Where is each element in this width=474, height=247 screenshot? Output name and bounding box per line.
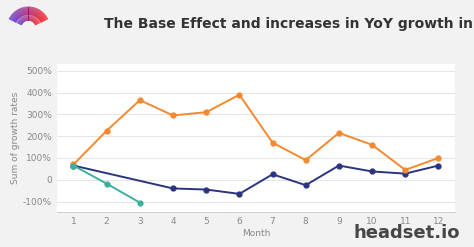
2019 [303,184,309,187]
2019 [270,173,275,176]
2020 [369,143,375,146]
2020 [237,93,242,96]
2021 [137,201,143,204]
2019 [237,192,242,195]
2020 [71,163,76,166]
Y-axis label: Sum of growth rates: Sum of growth rates [11,92,20,185]
2020 [137,99,143,102]
2020 [104,129,109,132]
2019 [336,164,342,167]
Line: 2019: 2019 [71,163,441,196]
2019 [71,164,76,167]
Line: 2020: 2020 [71,92,441,172]
2020 [402,168,408,171]
Line: 2021: 2021 [71,163,142,205]
2019 [369,170,375,173]
X-axis label: Month: Month [242,229,270,238]
Text: The Base Effect and increases in YoY growth in WA: The Base Effect and increases in YoY gro… [104,17,474,31]
2019 [436,164,441,167]
2020 [336,131,342,134]
2020 [270,141,275,144]
Text: headset.io: headset.io [353,224,460,242]
2020 [170,114,176,117]
2020 [303,159,309,162]
2020 [436,156,441,159]
2021 [71,164,76,167]
2019 [203,188,209,191]
2021 [104,182,109,185]
2020 [203,111,209,114]
2019 [170,187,176,190]
2019 [402,172,408,175]
